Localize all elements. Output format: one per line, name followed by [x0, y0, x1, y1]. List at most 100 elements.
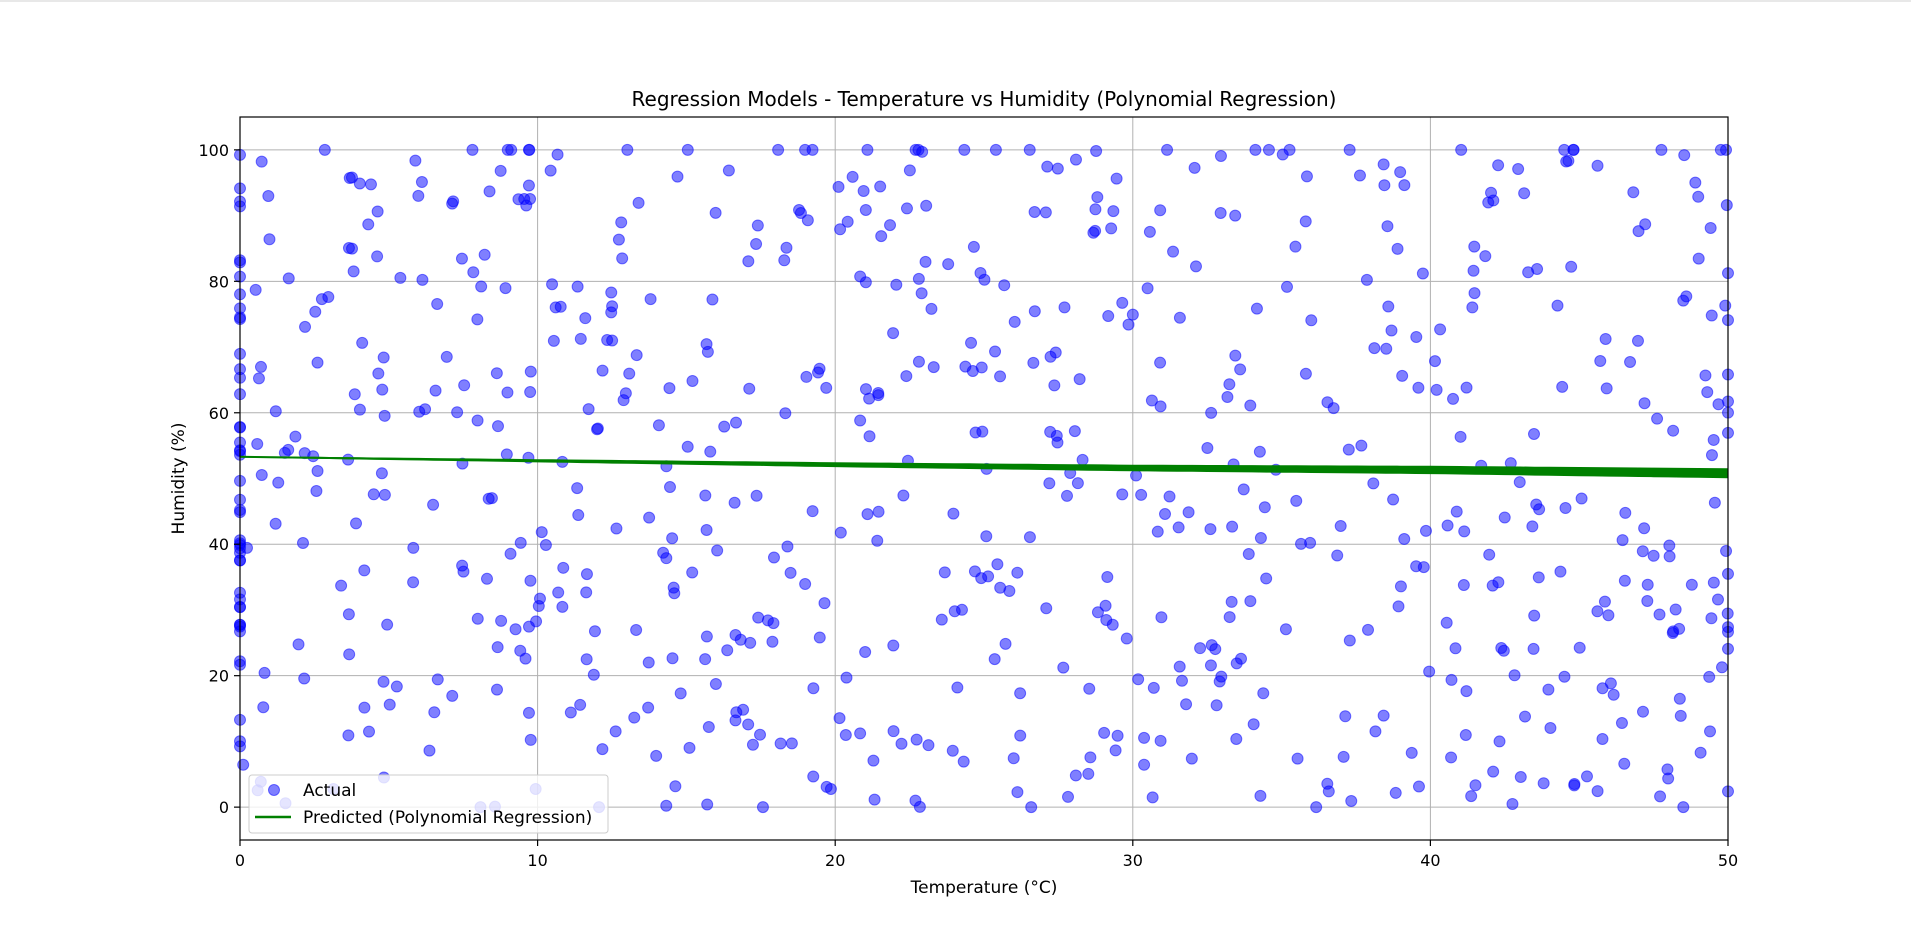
- data-point: [1057, 661, 1070, 674]
- data-point: [1305, 314, 1318, 327]
- data-point: [742, 718, 755, 731]
- data-point: [494, 164, 507, 177]
- data-point: [1396, 369, 1409, 382]
- data-point: [1023, 531, 1036, 544]
- data-point: [785, 737, 798, 750]
- data-point: [1598, 595, 1611, 608]
- data-point: [1704, 725, 1717, 738]
- data-point: [1392, 600, 1405, 613]
- data-point: [1014, 687, 1027, 700]
- data-point: [1627, 186, 1640, 199]
- data-point: [628, 711, 641, 724]
- data-point: [903, 164, 916, 177]
- data-point: [674, 687, 687, 700]
- data-point: [311, 356, 324, 369]
- data-point: [1526, 520, 1539, 533]
- data-point: [1663, 550, 1676, 563]
- data-point: [362, 218, 375, 231]
- data-point: [255, 155, 268, 168]
- data-point: [1342, 443, 1355, 456]
- data-point: [1663, 539, 1676, 552]
- data-point: [532, 600, 545, 613]
- data-point: [1185, 752, 1198, 765]
- data-point: [1014, 729, 1027, 742]
- data-point: [642, 701, 655, 714]
- data-point: [1111, 729, 1124, 742]
- data-point: [1229, 209, 1242, 222]
- x-tick-label: 40: [1420, 851, 1440, 870]
- data-point: [1368, 342, 1381, 355]
- data-point: [371, 205, 384, 218]
- data-point: [998, 279, 1011, 292]
- data-point: [1175, 674, 1188, 687]
- data-point: [1450, 505, 1463, 518]
- data-point: [1492, 576, 1505, 589]
- data-point: [750, 237, 763, 250]
- data-point: [378, 409, 391, 422]
- data-point: [471, 414, 484, 427]
- data-point: [1720, 544, 1733, 557]
- data-point: [820, 381, 833, 394]
- data-point: [854, 727, 867, 740]
- data-point: [1234, 363, 1247, 376]
- data-point: [495, 614, 508, 627]
- legend-label-actual: Actual: [303, 781, 356, 801]
- data-point: [371, 250, 384, 263]
- data-point: [643, 511, 656, 524]
- data-point: [616, 252, 629, 265]
- data-point: [1527, 428, 1540, 441]
- data-point: [1591, 785, 1604, 798]
- data-point: [761, 614, 774, 627]
- data-point: [1023, 143, 1036, 156]
- data-point: [1258, 501, 1271, 514]
- data-point: [663, 382, 676, 395]
- data-point: [1707, 433, 1720, 446]
- data-point: [390, 680, 403, 693]
- data-point: [1460, 685, 1473, 698]
- data-point: [863, 430, 876, 443]
- data-point: [610, 522, 623, 535]
- data-point: [750, 489, 763, 502]
- data-point: [1247, 718, 1260, 731]
- data-point: [780, 241, 793, 254]
- data-point: [524, 386, 537, 399]
- data-point: [1189, 260, 1202, 273]
- data-point: [523, 143, 536, 156]
- data-point: [1398, 533, 1411, 546]
- data-point: [343, 648, 356, 661]
- data-point: [1653, 608, 1666, 621]
- data-point: [1466, 301, 1479, 314]
- data-point: [989, 143, 1002, 156]
- data-point: [262, 190, 275, 203]
- data-point: [412, 189, 425, 202]
- data-point: [1441, 519, 1454, 532]
- data-point: [925, 302, 938, 315]
- data-point: [1253, 445, 1266, 458]
- data-point: [1641, 578, 1654, 591]
- data-point: [1599, 332, 1612, 345]
- data-point: [1260, 572, 1273, 585]
- data-point: [1708, 496, 1721, 509]
- data-point: [709, 677, 722, 690]
- data-point: [1049, 346, 1062, 359]
- data-point: [342, 608, 355, 621]
- data-point: [471, 612, 484, 625]
- data-point: [1120, 632, 1133, 645]
- data-point: [1513, 476, 1526, 489]
- data-point: [1398, 179, 1411, 192]
- data-point: [596, 364, 609, 377]
- data-point: [938, 566, 951, 579]
- data-point: [1028, 305, 1041, 318]
- data-point: [1355, 439, 1368, 452]
- data-point: [1641, 595, 1654, 608]
- data-point: [1636, 545, 1649, 558]
- data-point: [1226, 520, 1239, 533]
- data-point: [861, 143, 874, 156]
- data-point: [348, 388, 361, 401]
- data-point: [1527, 642, 1540, 655]
- data-point: [1380, 342, 1393, 355]
- data-point: [1154, 356, 1167, 369]
- data-point: [774, 737, 787, 750]
- x-axis-label: Temperature (°C): [910, 878, 1058, 898]
